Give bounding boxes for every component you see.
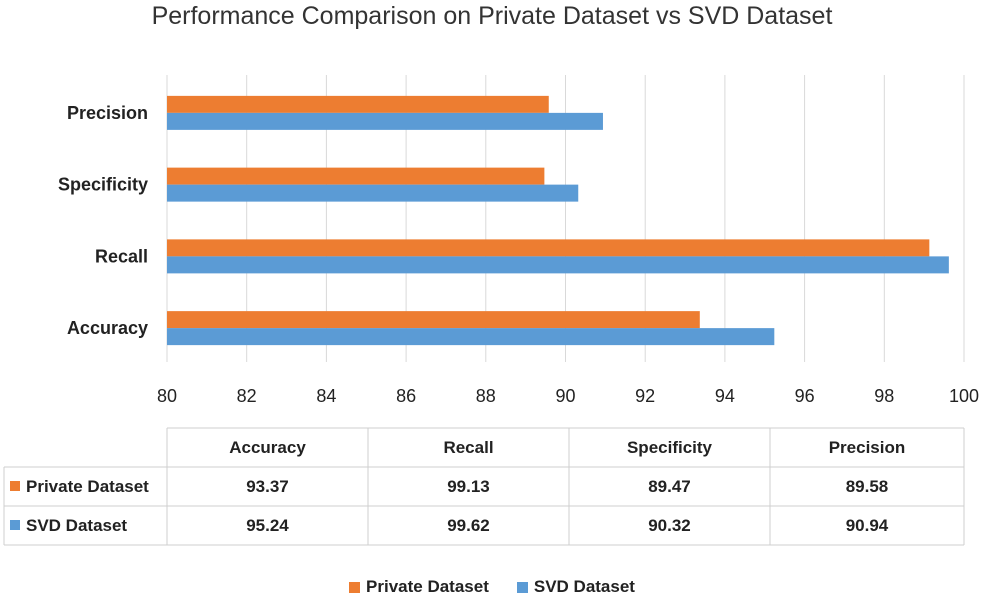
x-tick-label-92: 92 [635,386,655,406]
table-swatch-svd [10,520,20,530]
legend-label-svd: SVD Dataset [533,577,635,596]
legend-item-svd: SVD Dataset [516,577,635,597]
bar-private-recall [167,239,930,257]
table-header-precision: Precision [829,438,906,457]
table-row-label-private: Private Dataset [26,477,149,496]
x-tick-label-86: 86 [396,386,416,406]
table-value-svd-accuracy: 95.24 [246,516,289,535]
legend-label-private: Private Dataset [366,577,489,596]
legend-swatch-private [349,581,361,593]
table-header-recall: Recall [443,438,493,457]
x-tick-label-98: 98 [874,386,894,406]
table-header-accuracy: Accuracy [229,438,306,457]
y-category-label-recall: Recall [95,246,148,266]
x-tick-label-94: 94 [715,386,735,406]
chart-title: Performance Comparison on Private Datase… [151,2,833,30]
x-tick-label-100: 100 [949,386,979,406]
bar-private-accuracy [167,311,700,329]
bar-private-specificity [167,167,545,185]
bar-svd-specificity [167,184,579,202]
y-category-label-specificity: Specificity [58,175,148,195]
x-tick-label-80: 80 [157,386,177,406]
table-value-svd-recall: 99.62 [447,516,490,535]
bar-svd-recall [167,256,949,274]
x-tick-label-82: 82 [237,386,257,406]
table-value-private-precision: 89.58 [846,477,889,496]
table-value-svd-specificity: 90.32 [648,516,691,535]
y-category-label-precision: Precision [67,103,148,123]
y-category-label-accuracy: Accuracy [67,318,148,338]
table-header-specificity: Specificity [627,438,713,457]
x-tick-label-90: 90 [555,386,575,406]
legend-swatch-svd [516,581,528,593]
bar-svd-precision [167,112,603,130]
x-tick-label-96: 96 [795,386,815,406]
bar-private-precision [167,95,549,113]
table-value-private-accuracy: 93.37 [246,477,289,496]
table-row-label-svd: SVD Dataset [26,516,127,535]
chart-legend: Private Dataset SVD Dataset [0,577,984,597]
bar-svd-accuracy [167,328,775,346]
table-value-private-specificity: 89.47 [648,477,691,496]
table-value-private-recall: 99.13 [447,477,490,496]
legend-item-private: Private Dataset [349,577,489,597]
table-value-svd-precision: 90.94 [846,516,889,535]
x-tick-label-84: 84 [316,386,336,406]
table-swatch-private [10,481,20,491]
x-tick-label-88: 88 [476,386,496,406]
